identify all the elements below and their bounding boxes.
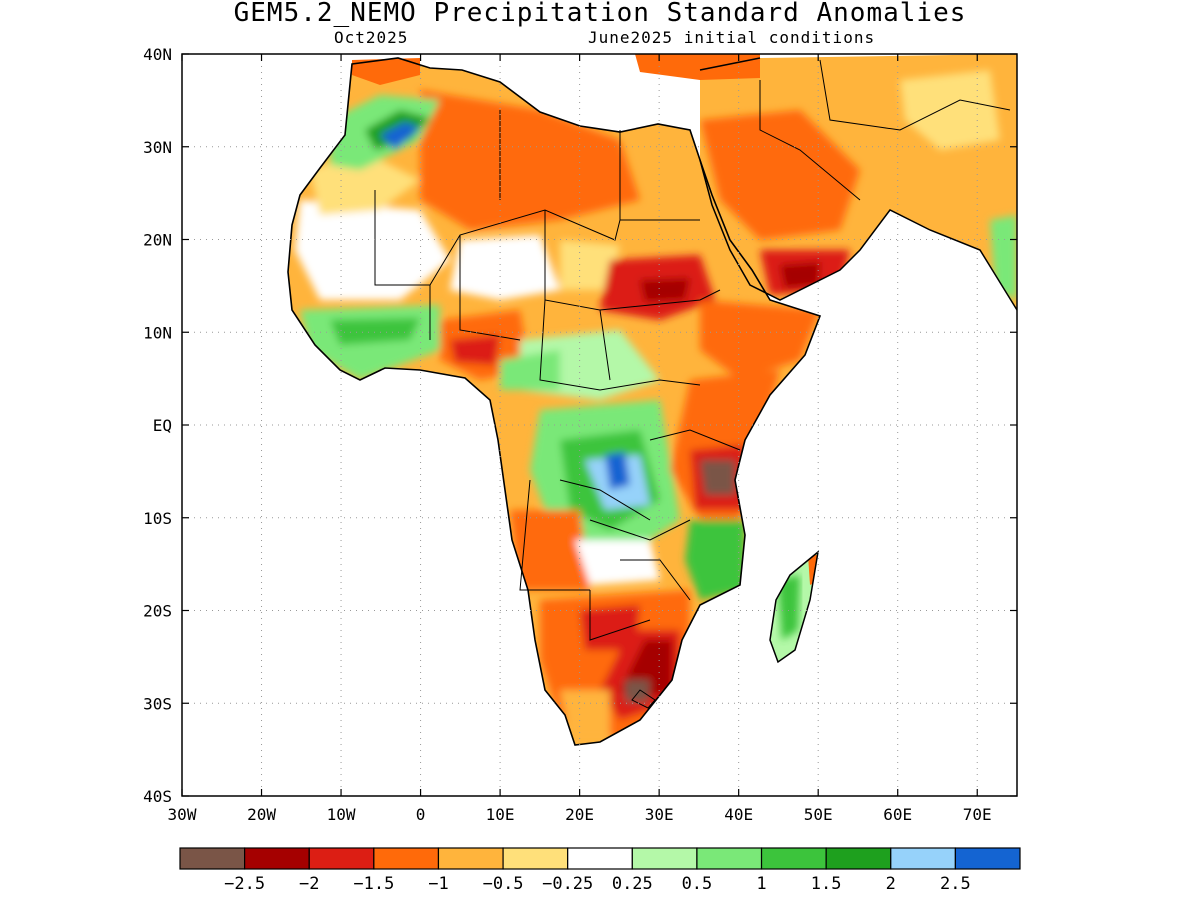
lat-label: 10S (143, 509, 172, 528)
colorbar-swatch (760, 847, 827, 870)
colorbar-label: 1.5 (811, 874, 842, 894)
colorbar-swatch (890, 847, 956, 870)
lon-label: 40E (724, 805, 753, 824)
longitude-labels: 30W 20W 10W 0 10E 20E 30E 40E 50E 60E 70E (168, 54, 992, 824)
colorbar-label: −0.25 (542, 874, 593, 894)
colorbar-label: −1.5 (353, 874, 394, 894)
subtitle-month: Oct2025 (334, 28, 409, 47)
colorbar-swatch (179, 847, 246, 870)
colorbar-label: 0.5 (682, 874, 713, 894)
arabia-coastline (699, 57, 1017, 311)
lat-label: 20N (143, 231, 172, 250)
colorbar-swatch (308, 847, 375, 870)
anatolia-anomaly (635, 54, 760, 80)
lon-label: 50E (804, 805, 833, 824)
colorbar: −2.5 −2 −1.5 −1 −0.5 −0.25 0.25 0.5 1 1.5 2 2.5 (179, 847, 1021, 894)
lon-label: 30E (645, 805, 674, 824)
lat-label: EQ (153, 416, 172, 435)
colorbar-swatch (502, 847, 569, 870)
lat-label: 40N (143, 45, 172, 64)
lon-label: 70E (963, 805, 992, 824)
africa-coastline (287, 57, 822, 746)
colorbar-swatch (954, 847, 1021, 870)
lon-label: 20W (247, 805, 276, 824)
lon-label: 0 (416, 805, 426, 824)
lon-label: 10W (327, 805, 356, 824)
madagascar-coastline (769, 550, 820, 664)
colorbar-label: −2 (299, 874, 319, 894)
subtitle-init: June2025 initial conditions (588, 28, 876, 47)
colorbar-swatch (696, 847, 763, 870)
lon-label: 60E (883, 805, 912, 824)
colorbar-swatch (244, 847, 310, 870)
colorbar-swatch (825, 847, 892, 870)
colorbar-swatch (437, 847, 504, 870)
colorbar-label: 1 (756, 874, 766, 894)
colorbar-label: −0.5 (483, 874, 524, 894)
iberia-anomaly (352, 58, 420, 85)
colorbar-label: 2.5 (940, 874, 971, 894)
lat-label: 40S (143, 787, 172, 806)
lon-label: 10E (486, 805, 515, 824)
colorbar-label: −2.5 (224, 874, 265, 894)
colorbar-label: 0.25 (612, 874, 653, 894)
lat-label: 30N (143, 138, 172, 157)
map-title: GEM5.2_NEMO Precipitation Standard Anoma… (233, 0, 967, 28)
lat-label: 20S (143, 602, 172, 621)
lon-label: 30W (168, 805, 197, 824)
lat-label: 10N (143, 323, 172, 342)
colorbar-swatch (631, 847, 698, 870)
latitude-labels: 40N 30N 20N 10N EQ 10S 20S 30S 40S (143, 45, 1017, 806)
lat-label: 30S (143, 694, 172, 713)
colorbar-label: −1 (428, 874, 448, 894)
colorbar-swatch (567, 847, 633, 870)
graticule (182, 54, 1017, 796)
country-borders (374, 59, 1011, 709)
lon-label: 20E (565, 805, 594, 824)
colorbar-label: 2 (886, 874, 896, 894)
colorbar-swatch (373, 847, 440, 870)
